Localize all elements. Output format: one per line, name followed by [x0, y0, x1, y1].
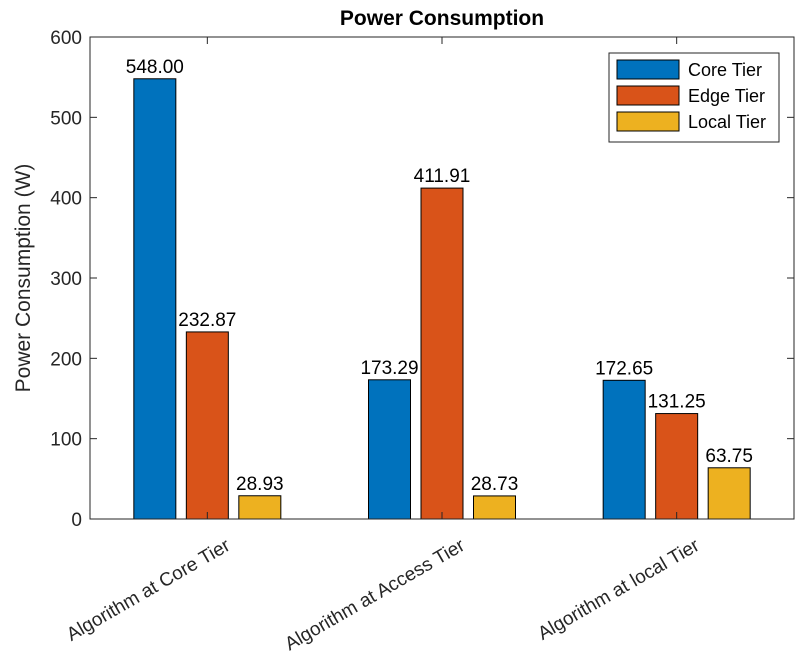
bar — [655, 413, 699, 520]
bar-value-label: 131.25 — [648, 392, 706, 413]
bar — [185, 331, 229, 520]
y-axis-ticks: 0 100 200 300 400 500 600 — [50, 28, 794, 531]
legend-swatch — [616, 111, 680, 132]
bar — [707, 467, 751, 520]
bar-value-label: 172.65 — [595, 358, 653, 379]
legend-swatch — [616, 59, 680, 80]
data-labels-group: 548.00 232.87 28.93 173.29 411.91 28.73 172.65… — [126, 57, 753, 495]
legend-swatch — [616, 85, 680, 106]
x-tick-label: Algorithm at Access Tier — [282, 535, 470, 655]
bar — [133, 78, 177, 520]
bar — [602, 379, 646, 520]
legend-entry-label: Core Tier — [688, 60, 762, 80]
y-tick-label: 300 — [50, 269, 82, 290]
y-tick-label: 0 — [71, 510, 82, 531]
x-tick-label: Algorithm at Core Tier — [63, 535, 234, 646]
bar — [238, 495, 282, 520]
bar-value-label: 173.29 — [360, 358, 418, 379]
legend: Core Tier Edge Tier Local Tier — [608, 52, 780, 143]
y-axis-label: Power Consumption (W) — [12, 164, 35, 393]
bar-value-label: 28.93 — [236, 474, 284, 495]
y-tick-label: 200 — [50, 349, 82, 370]
bar-value-label: 63.75 — [705, 446, 753, 467]
legend-entry-label: Edge Tier — [688, 86, 765, 106]
legend-entry-label: Local Tier — [688, 112, 766, 132]
chart-title: Power Consumption — [340, 7, 544, 30]
bars-group — [133, 78, 751, 520]
bar-value-label: 411.91 — [414, 166, 471, 187]
y-tick-label: 400 — [50, 189, 82, 210]
bar-value-label: 232.87 — [178, 310, 236, 331]
bar — [368, 379, 411, 520]
y-tick-label: 500 — [50, 108, 82, 129]
bar — [473, 495, 516, 520]
bar-value-label: 28.73 — [471, 474, 519, 495]
x-tick-label: Algorithm at local Tier — [534, 535, 703, 645]
y-tick-label: 100 — [50, 430, 82, 451]
bar — [420, 187, 464, 520]
bar-value-label: 548.00 — [126, 57, 184, 78]
y-tick-label: 600 — [50, 28, 82, 49]
